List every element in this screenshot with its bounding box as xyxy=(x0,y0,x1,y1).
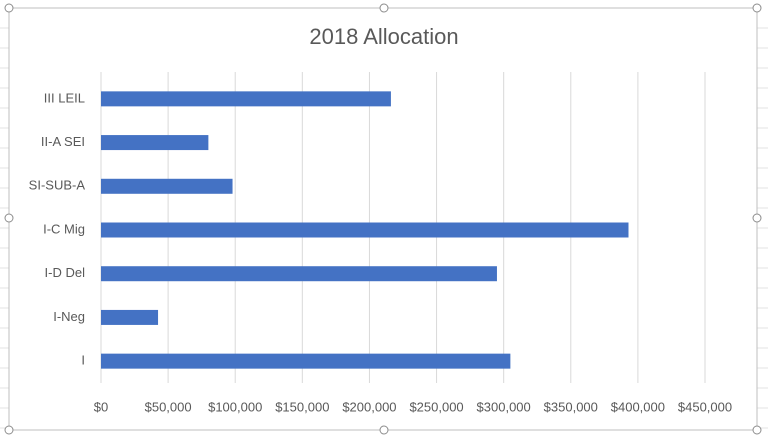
bar xyxy=(101,178,233,194)
bar xyxy=(101,353,511,369)
y-tick-label: SI-SUB-A xyxy=(29,178,86,193)
x-tick-label: $100,000 xyxy=(208,399,262,414)
handles xyxy=(4,3,762,435)
chart-title: 2018 Allocation xyxy=(309,24,458,49)
x-tick-label: $450,000 xyxy=(678,399,732,414)
bar xyxy=(101,266,497,282)
x-tick-label: $400,000 xyxy=(611,399,665,414)
bar xyxy=(101,91,391,107)
y-tick-label: I-C Mig xyxy=(43,221,85,236)
y-tick-label: II-A SEI xyxy=(41,134,85,149)
x-tick-label: $350,000 xyxy=(544,399,598,414)
x-tick-label: $150,000 xyxy=(275,399,329,414)
bar xyxy=(101,309,159,325)
plot: $0 $50,000 $100,000 $150,000 $200,000 $250,00… xyxy=(29,72,732,414)
x-tick-label: $300,000 xyxy=(477,399,531,414)
y-tick-label: I xyxy=(81,353,85,368)
y-tick-label: I-Neg xyxy=(53,309,85,324)
bar xyxy=(101,135,209,151)
y-tick-label: I-D Del xyxy=(45,265,86,280)
x-tick-label: $250,000 xyxy=(409,399,463,414)
x-tick-label: $0 xyxy=(94,399,108,414)
bar xyxy=(101,222,629,238)
y-tick-label: III LEIL xyxy=(44,90,85,105)
x-tick-label: $50,000 xyxy=(145,399,192,414)
x-tick-label: $200,000 xyxy=(342,399,396,414)
